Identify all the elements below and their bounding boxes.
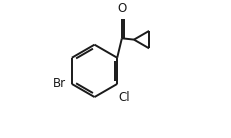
Text: O: O: [117, 2, 126, 15]
Text: Cl: Cl: [118, 91, 130, 104]
Text: Br: Br: [53, 77, 66, 90]
